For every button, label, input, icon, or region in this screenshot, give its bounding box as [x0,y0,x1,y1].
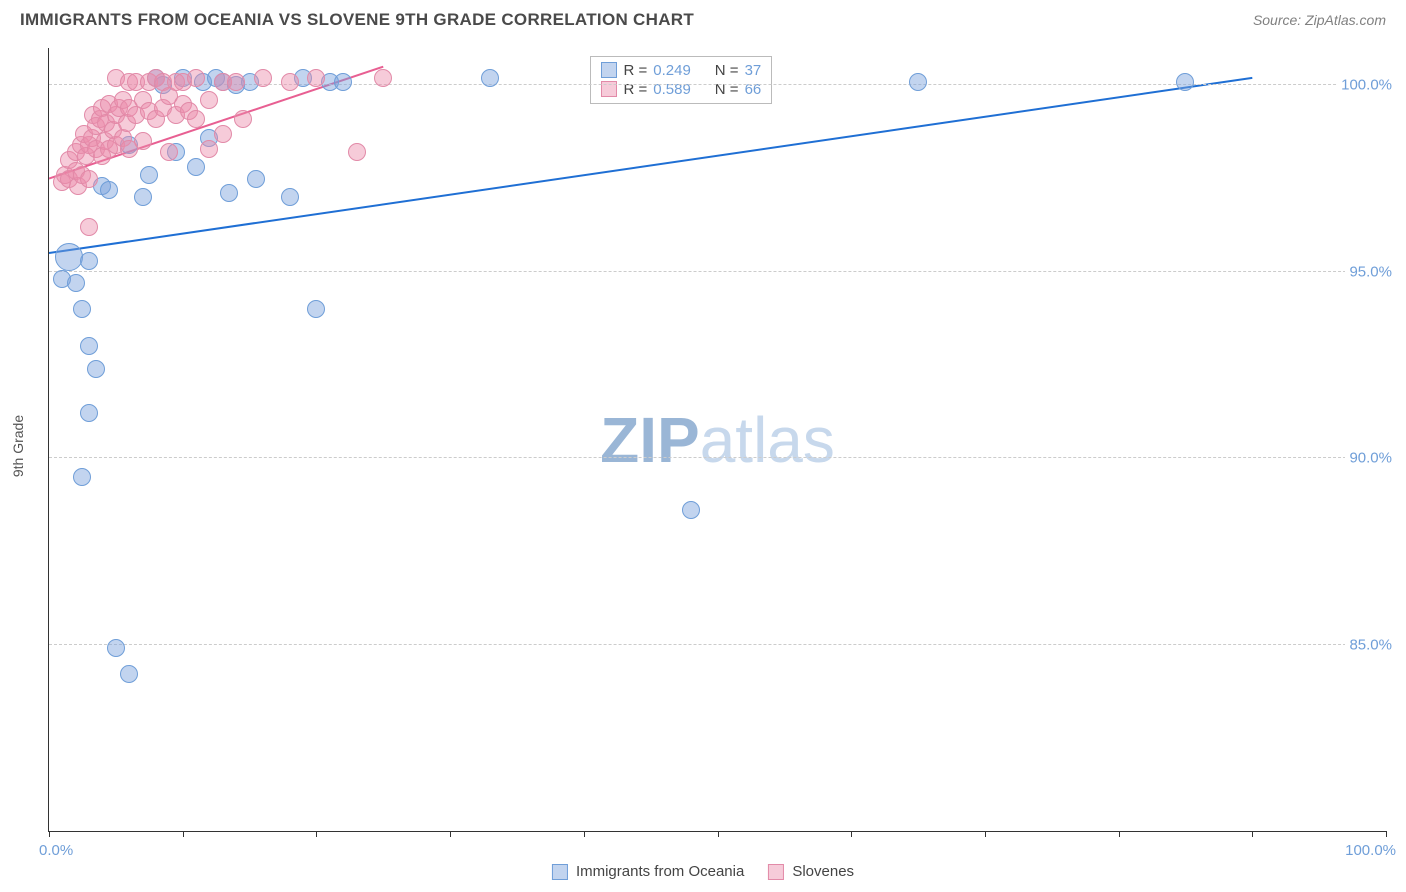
y-tick-label: 90.0% [1345,450,1396,467]
source-credit: Source: ZipAtlas.com [1253,12,1386,28]
y-tick-label: 95.0% [1345,263,1396,280]
scatter-point [134,132,152,150]
y-tick-label: 85.0% [1345,636,1396,653]
scatter-point [227,73,245,91]
n-value: 37 [745,62,762,79]
scatter-point [187,69,205,87]
scatter-point [254,69,272,87]
x-tick [450,831,451,837]
scatter-point [140,166,158,184]
scatter-point [281,73,299,91]
scatter-point [200,91,218,109]
y-tick-label: 100.0% [1337,77,1396,94]
series-legend: Immigrants from Oceania Slovenes [552,863,854,880]
scatter-point [307,300,325,318]
scatter-point [334,73,352,91]
legend-item: Immigrants from Oceania [552,863,744,880]
x-tick [1386,831,1387,837]
scatter-point [247,170,265,188]
x-tick [183,831,184,837]
gridline-h [49,271,1396,272]
scatter-point [120,665,138,683]
scatter-point [73,468,91,486]
scatter-point [214,125,232,143]
x-tick [718,831,719,837]
y-axis-label: 9th Grade [10,415,26,477]
legend-swatch [601,62,617,78]
x-axis-max-label: 100.0% [1345,842,1396,859]
scatter-point [909,73,927,91]
scatter-point [80,218,98,236]
x-axis-min-label: 0.0% [39,842,73,859]
scatter-point [187,158,205,176]
scatter-point [481,69,499,87]
r-label: R = [623,62,647,79]
legend-swatch [552,864,568,880]
n-label: N = [715,62,739,79]
trendlines-svg [49,48,1386,831]
scatter-point [374,69,392,87]
x-tick [851,831,852,837]
legend-item: Slovenes [768,863,854,880]
scatter-point [1176,73,1194,91]
scatter-point [73,300,91,318]
x-tick [1119,831,1120,837]
watermark: ZIPatlas [600,403,835,477]
scatter-point [682,501,700,519]
x-tick [1252,831,1253,837]
gridline-h [49,457,1396,458]
scatter-point [234,110,252,128]
correlation-legend: R = 0.249 N = 37R =0.589N =66 [590,56,772,104]
header: IMMIGRANTS FROM OCEANIA VS SLOVENE 9TH G… [0,0,1406,36]
gridline-h [49,644,1396,645]
scatter-point [55,243,83,271]
x-tick [985,831,986,837]
trendline [49,78,1252,253]
x-tick [49,831,50,837]
x-tick [584,831,585,837]
watermark-atlas: atlas [700,404,835,476]
scatter-point [187,110,205,128]
scatter-point [67,274,85,292]
legend-row: R =0.589N =66 [601,80,761,99]
legend-row: R = 0.249 N = 37 [601,61,761,80]
chart-title: IMMIGRANTS FROM OCEANIA VS SLOVENE 9TH G… [20,10,694,30]
scatter-point [220,184,238,202]
scatter-point [281,188,299,206]
scatter-point [200,140,218,158]
scatter-point [80,252,98,270]
scatter-point [134,188,152,206]
scatter-point [307,69,325,87]
scatter-point [160,143,178,161]
scatter-point [348,143,366,161]
scatter-point [107,639,125,657]
scatter-point [80,404,98,422]
scatter-point [80,337,98,355]
legend-swatch [768,864,784,880]
series-name: Immigrants from Oceania [576,863,744,880]
scatter-point [87,360,105,378]
chart-plot-area: ZIPatlas R =0.249N =37R =0.589N =66 0.0%… [48,48,1386,832]
scatter-point [100,181,118,199]
r-value: 0.249 [653,62,691,79]
scatter-point [80,170,98,188]
watermark-zip: ZIP [600,404,700,476]
x-tick [316,831,317,837]
series-name: Slovenes [792,863,854,880]
